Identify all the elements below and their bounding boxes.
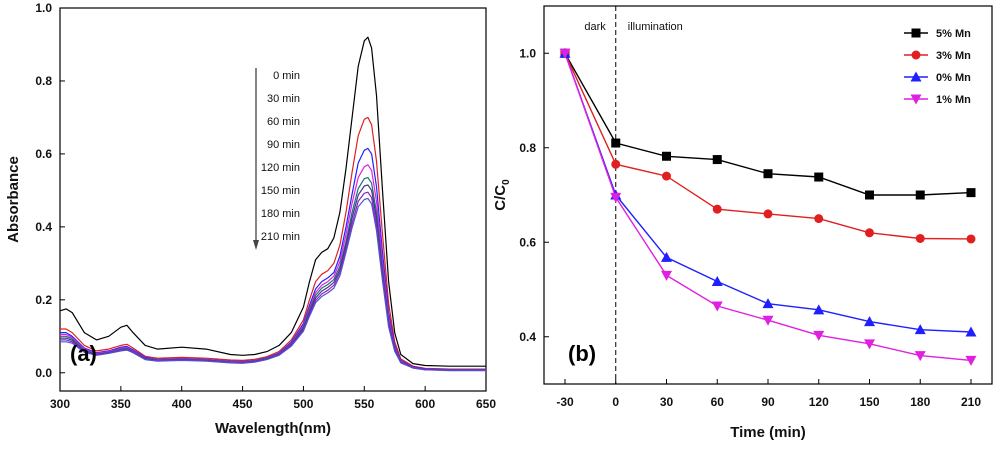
series-3-point — [965, 355, 977, 366]
y-tick-label-a: 1.0 — [35, 1, 52, 15]
time-label: 60 min — [267, 116, 300, 128]
x-tick-label-b: 180 — [910, 395, 930, 409]
spectrum-line-1 — [60, 116, 486, 370]
x-tick-label-b: 90 — [761, 395, 775, 409]
series-0-point — [814, 172, 824, 182]
time-arrow-head — [253, 240, 259, 250]
y-tick-label-b: 1.0 — [519, 46, 536, 60]
series-2-point — [762, 298, 774, 309]
x-tick-label-a: 400 — [172, 397, 192, 411]
series-3-point — [813, 330, 825, 341]
series-1-point — [611, 159, 621, 169]
y-tick-label-a: 0.6 — [35, 147, 52, 161]
series-2-point — [965, 326, 977, 337]
series-0-point — [966, 188, 976, 198]
time-label: 180 min — [261, 208, 300, 220]
x-axis-title-a: Wavelength(nm) — [215, 420, 331, 437]
series-1-point — [915, 233, 925, 243]
x-tick-label-b: 30 — [660, 395, 674, 409]
chart-a: 300 350 400 450 500 550 600 650 0.0 0.2 0.4 0.6 0.8 1… — [5, 1, 496, 437]
illumination-annotation: illumination — [628, 21, 683, 33]
series-0-point — [611, 138, 621, 148]
x-tick-label-a: 300 — [50, 397, 70, 411]
y-tick-label-a: 0.2 — [35, 293, 52, 307]
legend-swatch-marker — [911, 50, 921, 60]
spectrum-line-2 — [60, 147, 486, 371]
spectrum-line-7 — [60, 197, 486, 372]
legend-label: 1% Mn — [936, 94, 971, 106]
y-tick-label-a: 0.8 — [35, 74, 52, 88]
panel-label-a: (a) — [70, 341, 97, 366]
legend-label: 0% Mn — [936, 72, 971, 84]
series-1-point — [865, 228, 874, 238]
dark-annotation: dark — [584, 21, 606, 33]
series-2-point — [661, 251, 672, 262]
legend-swatch-marker — [910, 94, 922, 105]
time-label: 210 min — [261, 231, 300, 243]
spectrum-line-3 — [60, 164, 486, 371]
x-tick-label-b: 120 — [809, 395, 829, 409]
x-tick-label-a: 350 — [111, 397, 131, 411]
series-2-point — [864, 316, 875, 327]
y-tick-label-b: 0.4 — [519, 330, 536, 344]
series-3-point — [661, 270, 672, 281]
x-tick-label-a: 550 — [354, 397, 374, 411]
series-3-point — [762, 315, 774, 326]
x-tick-label-b: 0 — [612, 395, 619, 409]
x-tick-label-b: -30 — [556, 395, 574, 409]
x-tick-label-b: 60 — [711, 395, 725, 409]
legend-label: 3% Mn — [936, 50, 971, 62]
series-0-point — [865, 190, 874, 200]
series-1-point — [662, 171, 671, 181]
legend-swatch-marker — [910, 71, 922, 82]
y-tick-label-a: 0.0 — [35, 366, 52, 380]
x-tick-label-b: 150 — [859, 395, 879, 409]
y-axis-title-main: C/C — [492, 185, 509, 211]
series-1-point — [814, 214, 824, 224]
y-axis-title-b: C/C0 — [492, 179, 512, 211]
series-0-point — [662, 151, 671, 161]
series-0-point — [763, 169, 773, 179]
time-label: 90 min — [267, 139, 300, 151]
series-0-point — [712, 155, 722, 165]
series-2-point — [914, 324, 926, 335]
series-3-point — [914, 351, 926, 362]
y-axis-title-a: Absorbance — [5, 156, 22, 243]
time-label: 150 min — [261, 185, 300, 197]
series-line-2 — [564, 53, 972, 333]
series-3-point — [864, 339, 875, 350]
panel-label-b: (b) — [568, 341, 596, 366]
spectrum-line-0 — [59, 36, 486, 367]
plot-frame-a — [59, 7, 487, 392]
y-tick-label-b: 0.6 — [519, 235, 536, 249]
legend-label: 5% Mn — [936, 28, 971, 40]
series-2-point — [813, 304, 825, 315]
y-tick-label-a: 0.4 — [35, 220, 52, 234]
series-1-point — [763, 209, 773, 219]
series-3-point — [610, 192, 622, 203]
series-3-point — [711, 301, 723, 312]
series-1-point — [712, 204, 722, 214]
x-axis-title-b: Time (min) — [730, 424, 806, 441]
x-tick-label-b: 210 — [961, 395, 981, 409]
y-axis-title-subscript: 0 — [501, 179, 512, 185]
time-label: 30 min — [267, 93, 300, 105]
x-tick-label-a: 500 — [293, 397, 313, 411]
y-tick-label-b: 0.8 — [519, 141, 536, 155]
chart-b: -30 0 30 60 90 120 150 180 210 0.4 0.6 0.8 1.0 Time (… — [492, 5, 993, 441]
x-tick-label-a: 650 — [476, 397, 496, 411]
x-tick-label-a: 450 — [233, 397, 253, 411]
time-label: 0 min — [273, 70, 300, 82]
series-3-point — [559, 48, 571, 59]
series-0-point — [915, 190, 925, 200]
time-label: 120 min — [261, 162, 300, 174]
series-2-point — [711, 275, 723, 286]
spectrum-line-4 — [60, 177, 486, 371]
series-1-point — [966, 234, 976, 244]
legend-swatch-marker — [911, 28, 921, 38]
x-tick-label-a: 600 — [415, 397, 435, 411]
